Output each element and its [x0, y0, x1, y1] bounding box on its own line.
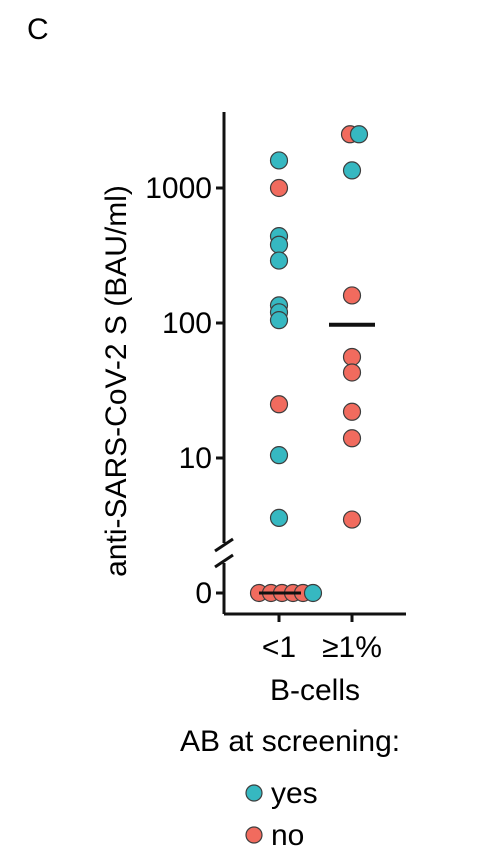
legend-marker-yes — [245, 784, 263, 802]
data-point-yes-lt-1-7 — [269, 446, 289, 465]
data-point-no-ge-1-pct-10 — [342, 363, 362, 382]
legend-title: AB at screening: — [180, 725, 400, 758]
legend-label-yes: yes — [271, 777, 318, 810]
y-tick-label-0: 0 — [195, 577, 212, 610]
y-axis-break-mark-top — [214, 537, 234, 553]
y-tick-label-100: 100 — [162, 307, 212, 340]
data-point-yes-lt-1-9 — [303, 583, 323, 603]
data-point-yes-lt-1-2 — [269, 235, 289, 254]
y-axis-break-mark-bottom — [214, 553, 234, 569]
y-tick-label-10: 10 — [179, 442, 212, 475]
data-point-no-ge-1-pct-9 — [342, 347, 362, 367]
data-point-yes-lt-1-6 — [269, 311, 289, 330]
data-point-no-lt-1-0 — [269, 178, 289, 198]
panel-label: C — [27, 13, 49, 46]
data-point-yes-ge-1-pct-11 — [342, 161, 362, 180]
marks-layer — [249, 125, 375, 603]
data-point-no-ge-1-pct-12 — [342, 429, 362, 448]
x-tick-label-ge-1-percent: ≥1% — [322, 631, 382, 664]
data-point-yes-ge-1-pct-10 — [349, 125, 369, 144]
data-point-yes-lt-1-3 — [269, 251, 289, 270]
data-point-no-lt-1-1 — [269, 395, 289, 414]
data-point-no-ge-1-pct-13 — [342, 510, 362, 529]
data-point-no-ge-1-pct-11 — [342, 402, 362, 421]
data-point-yes-lt-1-0 — [269, 151, 289, 170]
data-point-yes-lt-1-8 — [269, 508, 289, 527]
y-tick-label-1000: 1000 — [145, 172, 212, 205]
legend-marker-no — [245, 826, 263, 844]
x-tick-label-less-than-1: <1 — [262, 631, 296, 664]
legend-label-no: no — [271, 819, 304, 852]
y-axis-label: anti-SARS-CoV-2 S (BAU/ml) — [100, 185, 133, 577]
x-axis-label: B-cells — [270, 674, 360, 707]
legend-layer: yes no — [245, 777, 318, 852]
data-point-no-ge-1-pct-8 — [342, 286, 362, 305]
